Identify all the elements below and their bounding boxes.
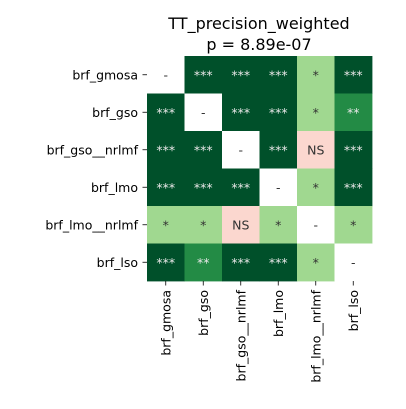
heatmap-cell	[334, 168, 373, 207]
heatmap-cell	[259, 56, 298, 94]
cell-label: -	[351, 255, 356, 270]
heatmap-cell	[184, 131, 223, 169]
column-label: brf_lmo	[271, 290, 286, 337]
heatmap-cell	[222, 206, 260, 244]
heatmap-cell	[184, 168, 223, 207]
cell-label: -	[163, 67, 168, 82]
heatmap-cell	[184, 56, 223, 94]
cell-label: *	[200, 217, 206, 232]
heatmap-cell	[184, 206, 223, 244]
row-label: brf_lmo__nrlmf	[45, 217, 138, 232]
cell-label: *	[313, 180, 319, 195]
heatmap-cell	[334, 93, 373, 132]
heatmap-cell	[222, 56, 260, 94]
cell-label: ***	[269, 255, 288, 270]
heatmap-cell	[259, 93, 298, 132]
cell-label: ***	[231, 180, 250, 195]
column-label: brf_lso	[346, 290, 361, 331]
column-label: brf_gso__nrlmf	[233, 289, 248, 381]
cell-label: ***	[194, 180, 213, 195]
cell-label: *	[313, 255, 319, 270]
cell-label: **	[347, 105, 360, 120]
cell-label: ***	[231, 105, 250, 120]
cell-label: -	[201, 105, 206, 120]
cell-label: ***	[156, 255, 175, 270]
heatmap-cell	[222, 93, 260, 132]
heatmap-cell	[222, 243, 260, 282]
cell-label: ***	[231, 255, 250, 270]
cell-label: -	[313, 217, 318, 232]
cell-label: ***	[194, 142, 213, 157]
heatmap-cell	[259, 131, 298, 169]
cell-label: ***	[156, 142, 175, 157]
column-label: brf_lmo__nrlmf	[308, 289, 323, 382]
heatmap-cell	[147, 243, 185, 282]
heatmap-cell	[222, 131, 260, 169]
heatmap-cell	[147, 93, 185, 132]
cell-label: *	[275, 217, 281, 232]
column-labels: brf_gmosa brf_gso brf_gso__nrlmf brf_lmo brf…	[158, 281, 361, 383]
chart-subtitle: p = 8.89e-07	[206, 35, 311, 54]
column-label: brf_gmosa	[158, 290, 173, 356]
cell-label: *	[163, 217, 169, 232]
heatmap-cell	[259, 243, 298, 282]
heatmap-cell	[147, 206, 185, 244]
cell-label: -	[238, 142, 243, 157]
heatmap-cell	[259, 168, 298, 207]
row-label: brf_lmo	[91, 180, 138, 195]
row-label: brf_gso__nrlmf	[47, 142, 139, 157]
cell-label: ***	[194, 67, 213, 82]
row-label: brf_gso	[92, 105, 138, 120]
heatmap-cell	[334, 131, 373, 169]
row-label: brf_gmosa	[72, 67, 138, 82]
heatmap-cell	[334, 243, 373, 282]
heatmap-cell	[147, 56, 185, 94]
heatmap-cell	[297, 56, 335, 94]
heatmap-cell	[222, 168, 260, 207]
heatmap-cell	[184, 93, 223, 132]
cell-label: ***	[344, 180, 363, 195]
heatmap-cells: - *** *** *** * ****** - *** *** * ***** *** - *** NS *…	[147, 56, 373, 282]
heatmap-cell	[334, 56, 373, 94]
cell-label: **	[197, 255, 210, 270]
cell-label: ***	[269, 142, 288, 157]
heatmap-cell	[297, 131, 335, 169]
row-labels: brf_gmosa brf_gso brf_gso__nrlmf brf_lmobrf…	[45, 67, 147, 270]
cell-label: *	[350, 217, 356, 232]
heatmap-cell	[334, 206, 373, 244]
cell-label: *	[313, 105, 319, 120]
cell-label: ***	[156, 180, 175, 195]
cell-label: ***	[344, 67, 363, 82]
heatmap-cell	[259, 206, 298, 244]
row-label: brf_lso	[97, 255, 138, 270]
cell-label: ***	[269, 67, 288, 82]
heatmap-cell	[297, 93, 335, 132]
cell-label: ***	[231, 67, 250, 82]
cell-label: ***	[156, 105, 175, 120]
cell-label: ***	[344, 142, 363, 157]
cell-label: *	[313, 67, 319, 82]
heatmap-cell	[147, 131, 185, 169]
heatmap-cell	[147, 168, 185, 207]
heatmap-cell	[297, 168, 335, 207]
heatmap-cell	[297, 206, 335, 244]
cell-label: NS	[307, 142, 324, 157]
cell-label: ***	[269, 105, 288, 120]
cell-label: -	[276, 180, 281, 195]
heatmap-cell	[297, 243, 335, 282]
column-label: brf_gso	[196, 290, 211, 336]
cell-label: NS	[232, 217, 249, 232]
chart-title: TT_precision_weighted	[167, 14, 349, 34]
heatmap-cell	[184, 243, 223, 282]
